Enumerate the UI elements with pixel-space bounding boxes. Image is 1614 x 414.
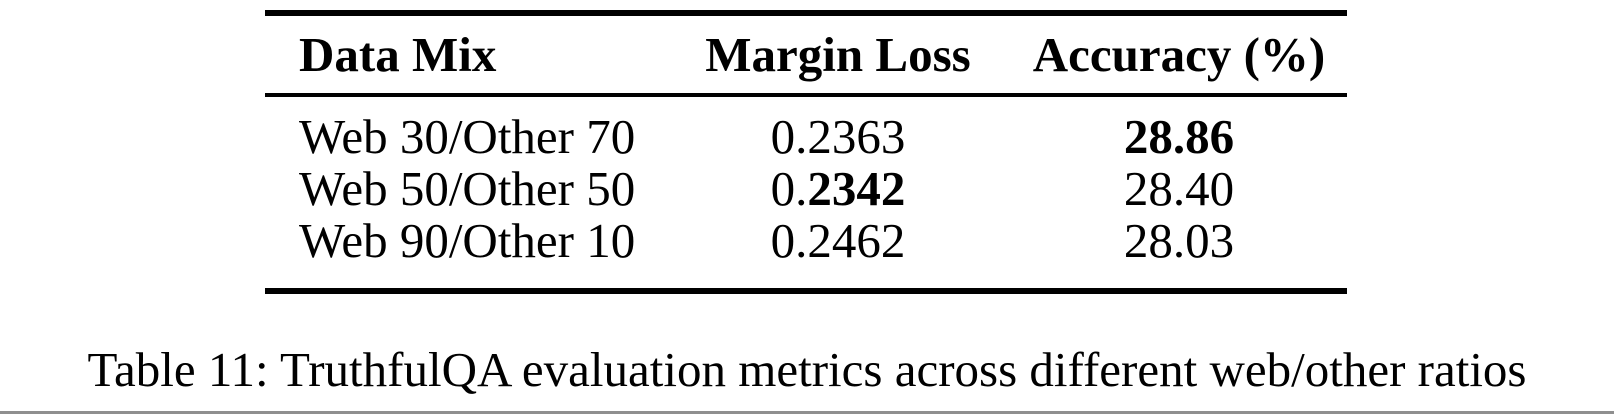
table-row: Web 30/Other 70 0.2363 28.86 xyxy=(265,111,1347,163)
margin-loss-cell: 0.2363 xyxy=(665,111,1011,163)
table-caption: Table 11: TruthfulQA evaluation metrics … xyxy=(87,342,1527,397)
results-table: Data Mix Margin Loss Accuracy (%) Web 30… xyxy=(265,0,1347,300)
table-row: Web 90/Other 10 0.2462 28.03 xyxy=(265,215,1347,267)
table-top-rule xyxy=(265,10,1347,16)
margin-loss-cell: 0.2342 xyxy=(665,163,1011,215)
margin-loss-cell: 0.2462 xyxy=(665,215,1011,267)
table-header-rule xyxy=(265,93,1347,97)
margin-loss-value: 0.2363 xyxy=(770,109,906,164)
data-mix-cell: Web 30/Other 70 xyxy=(299,109,636,164)
accuracy-cell: 28.86 xyxy=(1123,109,1235,164)
accuracy-cell: 28.40 xyxy=(1123,161,1235,216)
margin-loss-bold-part: 2342 xyxy=(807,161,906,216)
margin-loss-value: 0. xyxy=(770,161,808,216)
column-header-margin-loss: Margin Loss xyxy=(705,27,971,82)
table-body: Web 30/Other 70 0.2363 28.86 Web 50/Othe… xyxy=(265,111,1347,267)
table-bottom-rule xyxy=(265,288,1347,294)
margin-loss-value: 0.2462 xyxy=(770,213,906,268)
accuracy-cell: 28.03 xyxy=(1123,213,1235,268)
data-mix-cell: Web 90/Other 10 xyxy=(299,213,636,268)
table-header-row: Data Mix Margin Loss Accuracy (%) xyxy=(265,16,1347,93)
column-header-accuracy: Accuracy (%) xyxy=(1032,27,1326,82)
table-row: Web 50/Other 50 0.2342 28.40 xyxy=(265,163,1347,215)
column-header-data-mix: Data Mix xyxy=(299,27,497,82)
data-mix-cell: Web 50/Other 50 xyxy=(299,161,636,216)
